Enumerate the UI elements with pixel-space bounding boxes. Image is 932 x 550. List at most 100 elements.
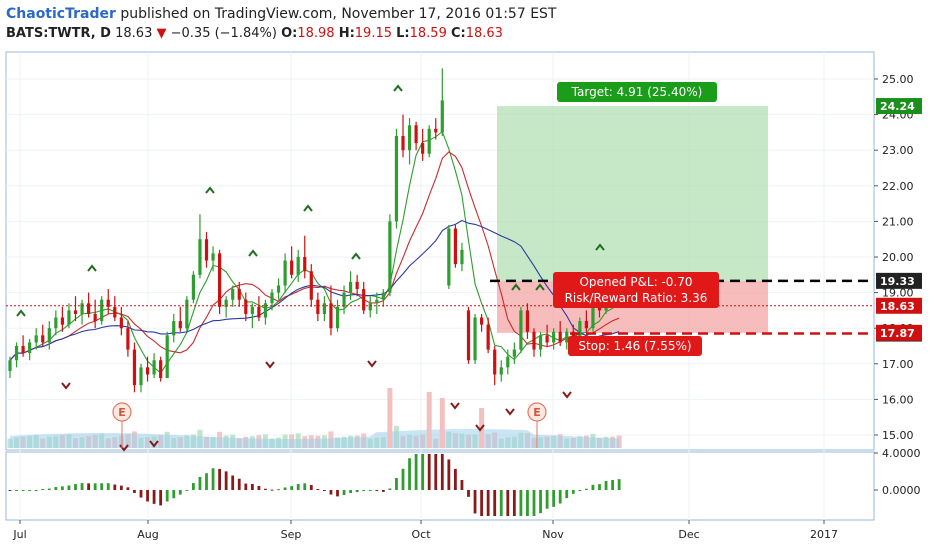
last-price: 18.63 <box>115 26 153 41</box>
price-label-text: 17.87 <box>880 327 915 340</box>
candle-body <box>486 324 490 350</box>
candle <box>538 331 543 357</box>
oscillator-bar <box>604 480 608 490</box>
oscillator-bar <box>67 485 71 490</box>
oscillator-bar <box>270 489 274 491</box>
candle <box>421 128 425 161</box>
candle <box>165 331 169 379</box>
candle-body <box>473 317 477 361</box>
candle-body <box>421 143 425 154</box>
oscillator-bar <box>545 490 549 509</box>
candle-body <box>349 281 353 293</box>
candle-body <box>87 303 91 314</box>
time-axis[interactable]: Jul Aug Sep Oct Nov Dec 2017 <box>12 520 838 541</box>
oscillator-bar <box>499 490 503 516</box>
oscillator-bar <box>100 483 104 490</box>
candle-body <box>159 360 163 379</box>
candle <box>113 296 117 322</box>
oscillator-bar <box>15 490 18 491</box>
candle-body <box>525 310 530 332</box>
oscillator-bar <box>178 490 182 495</box>
candle <box>270 289 274 311</box>
oscillator-bar <box>257 486 261 490</box>
open-value: 18.98 <box>297 26 335 41</box>
candle-body <box>545 335 549 343</box>
price-tick-label: 25.00 <box>882 73 914 86</box>
publish-info: published on TradingView.com, November 1… <box>120 6 557 22</box>
candle-body <box>113 306 117 318</box>
oscillator-bar <box>355 490 359 493</box>
target-label-box <box>557 82 717 102</box>
candle-body <box>355 281 359 290</box>
candle <box>224 296 228 318</box>
candle <box>34 328 38 350</box>
fractal-up-marker <box>393 84 403 92</box>
candle-body <box>381 292 385 300</box>
oscillator-bar <box>427 454 431 490</box>
oscillator-bar <box>264 488 267 490</box>
oscillator-histogram <box>8 454 621 516</box>
fractal-down-marker <box>119 444 129 452</box>
candle <box>499 360 503 382</box>
oscillator-bar <box>585 488 588 490</box>
oscillator-bar <box>165 490 169 502</box>
oscillator-bar <box>61 486 64 490</box>
candle <box>8 356 12 379</box>
oscillator-bar <box>532 490 536 516</box>
candle <box>54 310 58 336</box>
candle-body <box>172 321 176 336</box>
candle-body <box>597 306 602 311</box>
candle <box>14 342 19 368</box>
candle <box>414 121 418 151</box>
candle <box>480 313 484 332</box>
low-value: 18.59 <box>409 26 447 41</box>
pnl-label: Opened P&L: -0.70 <box>579 275 692 289</box>
candle <box>276 278 281 300</box>
fractal-down-marker <box>505 408 515 416</box>
price-tick-label: 16.00 <box>882 393 914 406</box>
oscillator-bar <box>28 490 32 491</box>
candle <box>152 353 156 379</box>
volume-spike <box>439 398 445 448</box>
candle <box>263 299 268 325</box>
oscillator-bar <box>133 490 136 493</box>
candle <box>335 299 340 332</box>
candle <box>493 346 497 386</box>
fractal-down-marker <box>450 402 460 410</box>
candle-body <box>466 310 471 361</box>
candle <box>584 310 588 332</box>
oscillator-bar <box>146 490 149 502</box>
candle-body <box>185 299 189 329</box>
candle-body <box>80 303 84 314</box>
moving-average-line <box>9 151 620 361</box>
candle <box>73 296 78 322</box>
candle-body <box>178 321 182 329</box>
candle-body <box>401 135 405 151</box>
candle <box>401 114 405 158</box>
candle <box>506 349 510 375</box>
close-label: C: <box>450 26 466 41</box>
oscillator-bar <box>467 490 470 497</box>
candle-body <box>512 349 516 357</box>
candle <box>145 356 150 382</box>
oscillator-bar <box>473 490 477 514</box>
author-name[interactable]: ChaoticTrader <box>6 6 116 22</box>
oscillator-bar <box>106 483 110 490</box>
price-tick-label: 22.00 <box>882 180 914 193</box>
fractal-up-marker <box>511 283 521 291</box>
time-tick-label: Jul <box>12 528 26 541</box>
price-label-box <box>876 272 922 289</box>
candle <box>434 118 438 140</box>
candle-body <box>362 289 366 311</box>
candle <box>283 253 287 293</box>
price-axis[interactable]: 25.0024.0023.0022.0021.0020.0019.0018.00… <box>874 73 921 497</box>
candle-body <box>237 289 241 300</box>
candle-body <box>34 335 38 343</box>
oscillator-bar <box>34 490 38 491</box>
candle <box>362 281 366 314</box>
stop-label-box <box>568 336 702 356</box>
candle <box>80 299 84 325</box>
candle <box>440 68 444 136</box>
candle <box>191 271 195 304</box>
